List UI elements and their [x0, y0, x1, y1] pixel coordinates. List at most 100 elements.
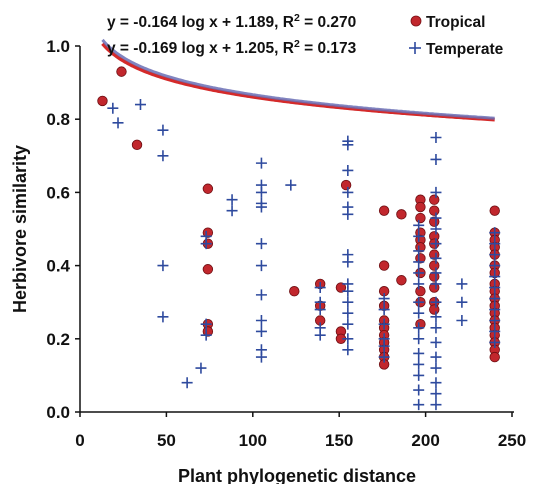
temperate-point-86	[430, 399, 442, 411]
temperate-point-10	[200, 238, 212, 250]
temperate-point-64	[413, 347, 425, 359]
temperate-point-82	[430, 351, 442, 363]
tropical-point-28	[396, 209, 407, 220]
temperate-point-87	[456, 278, 468, 290]
temperate-point-76	[430, 267, 442, 279]
tropical-point-1	[116, 66, 127, 77]
x-tick-label-4: 200	[411, 431, 439, 450]
x-tick-label-0: 0	[75, 431, 84, 450]
temperate-fit-line	[101, 38, 495, 120]
temperate-point-57	[413, 256, 425, 268]
temperate-point-85	[430, 388, 442, 400]
temperate-point-38	[342, 208, 354, 220]
tropical-point-52	[489, 205, 500, 216]
tropical-point-69	[489, 351, 500, 363]
temperate-point-36	[342, 186, 354, 198]
temperate-point-100	[489, 336, 501, 348]
tropical-fit-line	[101, 42, 495, 122]
tropical-point-6	[202, 264, 214, 275]
tropical-equation: y = -0.164 log x + 1.189, R2 = 0.270	[107, 12, 356, 31]
x-tick-label-3: 150	[325, 431, 353, 450]
temperate-point-13	[226, 194, 238, 206]
x-tick-label-5: 250	[498, 431, 526, 450]
temperate-point-70	[430, 153, 442, 165]
temperate-point-69	[430, 132, 442, 143]
temperate-point-98	[489, 315, 501, 326]
temperate-point-93	[489, 260, 501, 272]
tropical-point-47	[429, 260, 440, 271]
temperate-point-15	[255, 157, 267, 169]
temperate-point-80	[430, 322, 442, 334]
temperate-point-42	[342, 285, 354, 297]
temperate-point-52	[378, 340, 390, 352]
y-tick-label-0: 0.0	[46, 403, 70, 422]
temperate-point-74	[430, 238, 442, 250]
temperate-point-88	[456, 296, 468, 308]
temperate-point-40	[342, 256, 354, 268]
temperate-point-94	[489, 271, 501, 283]
y-tick-label-3: 0.6	[46, 183, 70, 202]
y-tick-label-2: 0.4	[46, 257, 70, 276]
temperate-point-47	[342, 344, 354, 356]
legend-temperate-marker	[409, 42, 421, 54]
temperate-point-35	[342, 164, 354, 176]
temperate-point-4	[157, 150, 169, 162]
temperate-point-75	[430, 252, 442, 264]
temperate-point-66	[413, 369, 425, 381]
legend-tropical-marker	[410, 15, 422, 27]
temperate-point-62	[413, 322, 425, 334]
temperate-point-19	[255, 201, 267, 213]
temperate-point-43	[342, 296, 354, 308]
temperate-point-79	[430, 311, 442, 323]
tropical-point-38	[415, 286, 426, 297]
legend-temperate-label: Temperate	[426, 41, 504, 58]
temperate-point-6	[157, 311, 169, 323]
y-tick-label-4: 0.8	[46, 110, 70, 129]
temperate-point-77	[430, 278, 442, 290]
temperate-point-27	[285, 179, 297, 191]
x-tick-label-1: 50	[157, 431, 176, 450]
temperate-point-14	[226, 205, 238, 217]
temperate-point-59	[413, 278, 425, 290]
x-axis-label: Plant phylogenetic distance	[178, 466, 416, 484]
temperate-equation-tail: = 0.173	[300, 40, 357, 57]
temperate-equation: y = -0.169 log x + 1.205, R2 = 0.173	[107, 38, 357, 57]
temperate-point-55	[413, 230, 425, 242]
temperate-point-78	[430, 296, 442, 308]
tropical-equation-sup: 2	[294, 12, 300, 24]
temperate-point-17	[255, 186, 267, 198]
temperate-point-71	[430, 186, 442, 198]
temperate-point-72	[430, 212, 442, 224]
tropical-point-18	[378, 260, 390, 271]
temperate-point-46	[342, 333, 354, 345]
temperate-point-89	[456, 315, 468, 326]
temperate-point-24	[255, 325, 267, 337]
tropical-equation-main: y = -0.164 log x + 1.189, R	[107, 14, 294, 31]
temperate-point-26	[255, 351, 267, 363]
y-axis-label: Herbivore similarity	[10, 145, 30, 313]
y-tick-label-5: 1.0	[46, 37, 70, 56]
tropical-point-13	[335, 282, 347, 293]
temperate-point-48	[378, 293, 390, 305]
temperate-point-84	[430, 377, 442, 389]
temperate-point-28	[314, 282, 326, 294]
tropical-point-17	[378, 205, 390, 216]
temperate-equation-sup: 2	[294, 38, 300, 50]
tropical-point-41	[429, 194, 440, 205]
temperate-point-21	[255, 260, 267, 272]
temperate-point-7	[181, 377, 193, 389]
temperate-point-23	[255, 315, 267, 326]
temperate-equation-main: y = -0.169 log x + 1.205, R	[107, 40, 294, 57]
temperate-point-67	[413, 384, 425, 396]
temperate-point-22	[255, 289, 267, 301]
temperate-point-91	[489, 238, 501, 250]
x-tick-label-2: 100	[239, 431, 267, 450]
temperate-point-20	[255, 238, 267, 250]
temperate-point-92	[489, 249, 501, 261]
temperate-point-90	[489, 227, 501, 239]
y-tick-label-1: 0.2	[46, 330, 70, 349]
temperate-point-34	[342, 139, 354, 151]
temperate-points	[107, 99, 501, 411]
temperate-point-1	[112, 117, 124, 129]
